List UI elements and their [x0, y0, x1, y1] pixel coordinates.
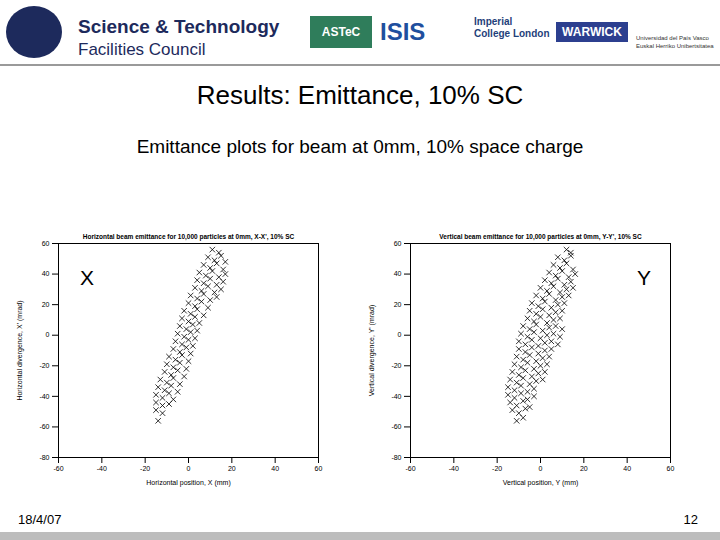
html-text:Emittance plots for beam at 0m: Emittance plots for beam at 0mm, 10% spa… — [136, 136, 584, 157]
svg-text:-20: -20 — [492, 465, 502, 472]
html-text:18/4/07: 18/4/07 — [18, 512, 62, 527]
svg-text:Vertical divergence, Y' (mrad): Vertical divergence, Y' (mrad) — [368, 305, 376, 396]
svg-text:-20: -20 — [140, 465, 150, 472]
svg-text:-80: -80 — [391, 454, 401, 461]
svg-text:Horizontal beam emittance for: Horizontal beam emittance for 10,000 par… — [83, 233, 295, 241]
svg-text:0: 0 — [187, 465, 191, 472]
svg-text:40: 40 — [271, 465, 279, 472]
svg-text:-60: -60 — [53, 465, 63, 472]
svg-text:40: 40 — [394, 270, 402, 277]
svg-text:-60: -60 — [405, 465, 415, 472]
html-text:Facilities Council: Facilities Council — [78, 40, 206, 59]
svg-text:20: 20 — [394, 301, 402, 308]
svg-text:20: 20 — [42, 301, 50, 308]
svg-text:-80: -80 — [39, 454, 49, 461]
html-text:WARWICK: WARWICK — [562, 25, 622, 39]
svg-text:0: 0 — [539, 465, 543, 472]
svg-text:-20: -20 — [391, 362, 401, 369]
html-text:X: X — [80, 266, 94, 289]
html-text:Results: Emittance, 10% SC: Results: Emittance, 10% SC — [196, 80, 524, 110]
svg-text:Horizontal position, X (mm): Horizontal position, X (mm) — [146, 479, 230, 487]
svg-text:20: 20 — [228, 465, 236, 472]
html-text:12: 12 — [683, 512, 698, 527]
html-text:Science & Technology: Science & Technology — [78, 16, 280, 37]
html-text:ASTeC: ASTeC — [321, 25, 361, 39]
html-text:ISIS: ISIS — [380, 18, 426, 45]
svg-text:-60: -60 — [391, 423, 401, 430]
svg-text:0: 0 — [46, 331, 50, 338]
svg-text:-20: -20 — [39, 362, 49, 369]
svg-text:60: 60 — [42, 240, 50, 247]
svg-text:60: 60 — [315, 465, 323, 472]
svg-text:40: 40 — [42, 270, 50, 277]
svg-text:60: 60 — [394, 240, 402, 247]
svg-text:-40: -40 — [449, 465, 459, 472]
svg-text:0: 0 — [398, 331, 402, 338]
svg-text:40: 40 — [623, 465, 631, 472]
svg-text:-40: -40 — [391, 393, 401, 400]
svg-text:-40: -40 — [97, 465, 107, 472]
svg-text:Vertical position, Y (mm): Vertical position, Y (mm) — [503, 479, 579, 487]
html-text:Imperial College London: Imperial College London — [474, 16, 550, 39]
html-text:Y: Y — [637, 266, 651, 289]
svg-text:60: 60 — [667, 465, 675, 472]
html-text:Universidad del País Vasco Eus: Universidad del País Vasco Euskal Herrik… — [636, 35, 714, 49]
svg-text:-40: -40 — [39, 393, 49, 400]
svg-text:Horizontal divergence, X' (mra: Horizontal divergence, X' (mrad) — [16, 300, 24, 400]
svg-text:-60: -60 — [39, 423, 49, 430]
svg-text:Vertical beam emittance for 10: Vertical beam emittance for 10,000 parti… — [439, 233, 642, 241]
svg-text:20: 20 — [580, 465, 588, 472]
